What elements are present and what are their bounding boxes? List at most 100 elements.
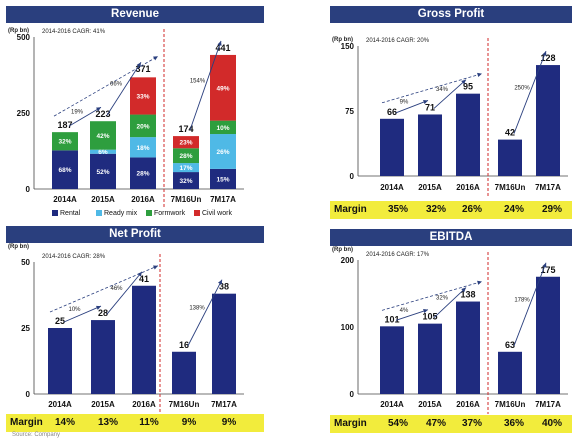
bar-segment-ready-mix [210, 134, 236, 169]
growth-arrow [187, 279, 223, 346]
growth-arrow-head [153, 56, 158, 61]
cagr-arrow [53, 55, 159, 117]
ebitda-margin-row: Margin 54% 47% 37% 36% 40% [330, 415, 572, 433]
net-profit-title: Net Profit [6, 226, 264, 243]
growth-label: 66% [110, 82, 123, 88]
ebitda-title: EBITDA [330, 229, 572, 246]
segment-share-label: 28% [136, 171, 149, 178]
growth-arrow-head [96, 107, 101, 112]
segment-share-label: 26% [216, 149, 229, 156]
margin-value: 9% [221, 417, 237, 428]
bar-value-label: 41 [139, 274, 149, 284]
bar-value-label: 187 [57, 120, 72, 130]
growth-label: 34% [436, 87, 449, 93]
x-tick-label: 2014A [48, 400, 72, 409]
x-tick-label: 7M17A [211, 400, 237, 409]
bar-segment-rental [210, 168, 236, 189]
segment-share-label: 68% [58, 167, 71, 174]
revenue-panel: Revenue (Rp bn) 0 250 500 68% 32% 187 2014A 52% 6… [6, 6, 264, 221]
y-tick-label: 200 [341, 256, 355, 265]
segment-share-label: 10% [216, 125, 229, 132]
growth-arrow-head [137, 271, 142, 277]
cagr-label: 2014-2016 CAGR: 17% [366, 252, 430, 258]
growth-arrow-head [477, 280, 482, 285]
bar-segment-formwork [52, 132, 78, 151]
cagr-arrow [381, 281, 483, 311]
bar [380, 326, 404, 394]
bar [91, 320, 115, 394]
growth-label: 138% [189, 306, 205, 312]
segment-share-label: 17% [179, 165, 192, 172]
bar [132, 285, 156, 394]
bar [456, 301, 480, 394]
segment-share-label: 42% [96, 133, 109, 140]
bar-segment-rental [90, 153, 116, 189]
net-profit-chart: (Rp bn) 0 25 50 25 2014A 28 2015A 41 2016A 16 7M16U… [8, 244, 244, 414]
source-footnote: Source: Company [12, 432, 61, 438]
x-tick-label: 2016A [456, 400, 480, 409]
bar-value-label: 175 [540, 265, 555, 275]
growth-label: 154% [190, 79, 206, 85]
bar-value-label: 95 [463, 82, 473, 92]
net-profit-panel: Net Profit (Rp bn) 0 25 50 25 2014A 28 2015A 41 2… [6, 226, 264, 434]
growth-arrow-head [423, 309, 428, 314]
margin-value: 9% [181, 417, 197, 428]
bar-segment-ready-mix [90, 149, 116, 154]
legend-swatch-formwork [146, 210, 152, 217]
margin-value: 11% [139, 417, 159, 428]
margin-value: 32% [425, 204, 446, 215]
margin-value: 37% [461, 418, 482, 429]
y-unit-label: (Rp bn) [8, 244, 29, 250]
x-tick-label: 7M17A [535, 400, 561, 409]
growth-arrow-head [542, 262, 547, 268]
bar-value-label: 174 [178, 124, 193, 134]
bar-segment-civil-work [210, 54, 236, 121]
x-tick-label: 7M16Un [171, 195, 202, 204]
legend-swatch-civil-work [194, 210, 200, 217]
legend-swatch-ready-mix [96, 210, 102, 217]
bar [456, 93, 480, 176]
bar-value-label: 223 [95, 109, 110, 119]
growth-arrow-head [217, 40, 222, 46]
legend-item-ready-mix: Ready mix [96, 209, 137, 219]
revenue-chart: (Rp bn) 0 250 500 68% 32% 187 2014A 52% 6% 42% 223 2… [8, 28, 244, 209]
growth-label: 19% [71, 110, 84, 116]
growth-arrow-head [477, 72, 482, 78]
bar-segment-civil-work [130, 77, 156, 115]
x-tick-label: 7M16Un [495, 400, 526, 409]
bar [536, 65, 560, 176]
bar [48, 328, 72, 394]
y-tick-label: 250 [17, 109, 31, 118]
margin-value: 29% [541, 204, 562, 215]
gross-profit-margin-row: Margin 35% 32% 26% 24% 29% [330, 201, 572, 219]
bar-segment-ready-mix [173, 163, 199, 173]
growth-label: 9% [400, 100, 409, 106]
legend-swatch-rental [52, 210, 58, 217]
bar-segment-formwork [130, 114, 156, 138]
growth-arrow [395, 100, 429, 114]
gross-profit-title: Gross Profit [330, 6, 572, 23]
ebitda-panel: EBITDA (Rp bn) 0 100 200 101 2014A 105 2015A 138… [330, 229, 572, 434]
growth-label: 32% [436, 296, 449, 302]
growth-label: 178% [514, 297, 530, 303]
gross-profit-panel: Gross Profit (Rp bn) 0 75 150 66 2014A 71 2015A… [330, 6, 572, 219]
segment-share-label: 20% [136, 123, 149, 130]
legend-item-civil-work: Civil work [194, 209, 232, 219]
bar-segment-formwork [210, 120, 236, 135]
growth-arrow-head [461, 79, 466, 85]
y-unit-label: (Rp bn) [8, 28, 29, 34]
growth-arrow [433, 79, 467, 109]
margin-value: 26% [461, 204, 482, 215]
segment-share-label: 33% [136, 93, 149, 100]
x-tick-label: 2016A [456, 183, 480, 192]
bar-value-label: 28 [98, 308, 108, 318]
cagr-label: 2014-2016 CAGR: 28% [42, 254, 106, 260]
y-unit-label: (Rp bn) [332, 247, 353, 253]
growth-arrow-head [461, 287, 466, 293]
bar-segment-formwork [173, 148, 199, 164]
x-tick-label: 2016A [131, 195, 155, 204]
x-tick-label: 7M16Un [495, 183, 526, 192]
growth-label: 250% [514, 85, 530, 91]
bar-value-label: 128 [540, 53, 555, 63]
margin-value: 54% [387, 418, 408, 429]
